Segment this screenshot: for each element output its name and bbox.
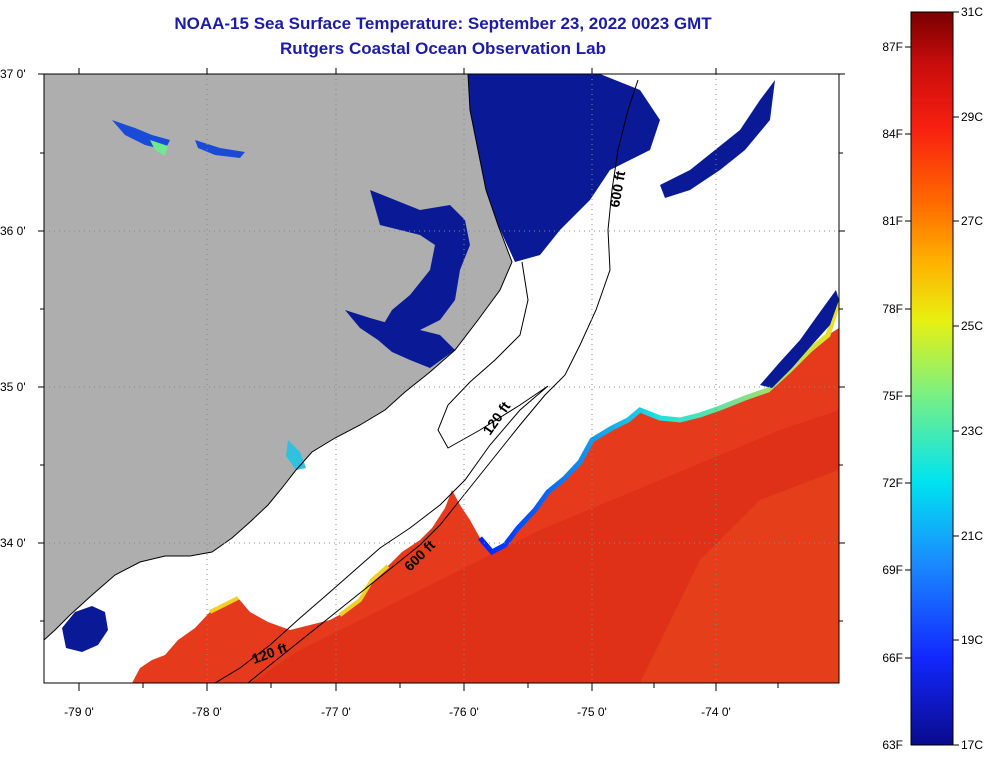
colorbar-label-75f: 75F [882,389,903,403]
lon-label-79: -79 0' [64,705,94,719]
cold-water-sounds-mid [370,190,470,340]
colorbar-label-23c: 23C [961,424,983,438]
contour-label-600-north: 600 ft [606,169,628,208]
inland-lake-specks [112,120,306,470]
lon-label-75: -75 0' [577,705,607,719]
contour-120ft [214,261,549,683]
lat-label-34: 34 0' [0,536,26,550]
coastline [44,74,513,641]
lat-axis [38,73,845,622]
cold-water-offshore-north [660,80,775,198]
warm-water-lighter [640,470,839,683]
map-frame [43,73,840,684]
lon-axis [78,68,779,691]
colorbar-label-27c: 27C [961,214,983,228]
cold-water-sounds-south [345,310,455,368]
colorbar-label-25c: 25C [961,319,983,333]
colorbar-label-31c: 31C [961,5,983,19]
lon-label-76: -76 0' [449,705,479,719]
colorbar-label-81f: 81F [882,214,903,228]
colorbar-label-29c: 29C [961,110,983,124]
colorbar-ticks [905,11,959,746]
lat-label-37: 37 0' [0,67,26,81]
colorbar-label-87f: 87F [882,40,903,54]
colorbar-label-69f: 69F [882,563,903,577]
lat-label-35: 35 0' [0,380,26,394]
cold-water-coast-east [760,290,839,388]
lon-label-74: -74 0' [701,705,731,719]
colorbar-label-66f: 66F [882,651,903,665]
colorbar-label-17c: 17C [961,738,983,752]
lon-label-78: -78 0' [192,705,222,719]
colorbar-label-72f: 72F [882,476,903,490]
map-subtitle: Rutgers Coastal Ocean Observation Lab [280,39,606,58]
cold-water-sounds-north [468,74,660,262]
contour-600ft [247,79,639,683]
map-title: NOAA-15 Sea Surface Temperature: Septemb… [174,14,712,33]
colorbar-label-63f: 63F [882,738,903,752]
thermal-front-west [209,564,390,617]
temperature-colorbar [910,11,954,746]
lat-label-36: 36 0' [0,224,26,238]
colorbar-label-19c: 19C [961,633,983,647]
colorbar-label-78f: 78F [882,302,903,316]
warm-water-core [250,410,839,683]
lon-label-77: -77 0' [321,705,351,719]
colorbar-label-21c: 21C [961,529,983,543]
cold-water-bay-south [62,606,108,652]
colorbar-label-84f: 84F [882,127,903,141]
